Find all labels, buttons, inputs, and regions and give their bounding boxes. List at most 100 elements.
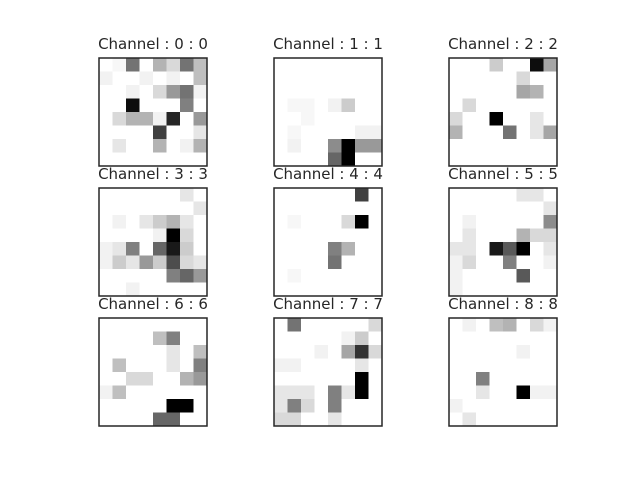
- heatmap-cell: [99, 139, 113, 153]
- heatmap-panel-3: Channel : 3 : 3: [98, 165, 208, 297]
- heatmap-cell: [301, 201, 315, 216]
- heatmap-cell: [543, 215, 558, 229]
- heatmap-cell: [301, 345, 315, 359]
- heatmap-cell: [530, 152, 544, 167]
- heatmap-cell: [139, 215, 154, 229]
- heatmap-cell: [449, 372, 463, 386]
- heatmap-cell: [462, 71, 477, 86]
- heatmap-cell: [543, 399, 558, 413]
- heatmap-cell: [476, 85, 490, 99]
- heatmap-cell: [314, 71, 329, 86]
- heatmap-cell: [139, 282, 154, 297]
- heatmap-cell: [368, 331, 383, 346]
- heatmap-cell: [489, 242, 504, 256]
- heatmap-cell: [462, 269, 477, 283]
- heatmap-cell: [166, 412, 181, 427]
- heatmap-cell: [139, 98, 154, 113]
- heatmap-cell: [301, 98, 315, 113]
- heatmap-cell: [476, 269, 490, 283]
- heatmap-cell: [99, 215, 113, 229]
- heatmap-cell: [314, 85, 329, 99]
- heatmap-cell: [99, 399, 113, 413]
- heatmap-cell: [153, 412, 167, 427]
- heatmap-cell: [341, 318, 356, 332]
- heatmap-cell: [449, 282, 463, 297]
- heatmap-cell: [153, 242, 167, 256]
- heatmap-cell: [112, 345, 127, 359]
- heatmap-cell: [287, 125, 302, 140]
- heatmap-cell: [153, 201, 167, 216]
- heatmap-cell: [99, 372, 113, 386]
- heatmap-cell: [314, 58, 329, 72]
- heatmap-cell: [503, 372, 517, 386]
- heatmap-cell: [462, 412, 477, 427]
- heatmap-cell: [314, 399, 329, 413]
- heatmap-cell: [355, 215, 369, 229]
- heatmap-cell: [476, 372, 490, 386]
- heatmap-cell: [530, 345, 544, 359]
- heatmap-cell: [476, 125, 490, 140]
- heatmap-cell: [166, 58, 181, 72]
- heatmap-cell: [139, 331, 154, 346]
- heatmap-cell: [530, 98, 544, 113]
- heatmap-cell: [476, 112, 490, 126]
- heatmap-cell: [287, 201, 302, 216]
- heatmap-cell: [503, 269, 517, 283]
- heatmap-cell: [530, 269, 544, 283]
- heatmap-cell: [274, 385, 288, 400]
- heatmap-cell: [368, 112, 383, 126]
- heatmap-cell: [543, 412, 558, 427]
- heatmap-cell: [99, 345, 113, 359]
- heatmap-panel-4: Channel : 4 : 4: [273, 165, 383, 297]
- heatmap-cell: [543, 282, 558, 297]
- heatmap-cell: [166, 228, 181, 243]
- heatmap-cell: [449, 399, 463, 413]
- heatmap-cell: [301, 58, 315, 72]
- heatmap-cell: [99, 385, 113, 400]
- heatmap-cell: [516, 125, 531, 140]
- heatmap-cell: [126, 71, 140, 86]
- heatmap-cell: [180, 255, 194, 270]
- heatmap-cell: [543, 372, 558, 386]
- heatmap-cell: [274, 399, 288, 413]
- heatmap-cell: [489, 215, 504, 229]
- heatmap-cell: [314, 98, 329, 113]
- heatmap-cell: [274, 112, 288, 126]
- heatmap-cell: [355, 58, 369, 72]
- heatmap-cell: [166, 188, 181, 202]
- heatmap-cell: [341, 58, 356, 72]
- heatmap-cell: [99, 125, 113, 140]
- heatmap-cell: [193, 242, 208, 256]
- heatmap-cell: [139, 125, 154, 140]
- heatmap-cell: [530, 201, 544, 216]
- heatmap-cell: [530, 358, 544, 373]
- heatmap-cell: [287, 215, 302, 229]
- heatmap-cell: [341, 188, 356, 202]
- heatmap-cell: [193, 112, 208, 126]
- heatmap-cell: [180, 228, 194, 243]
- heatmap-cell: [368, 318, 383, 332]
- panel-frame: [273, 57, 383, 167]
- heatmap-cell: [112, 358, 127, 373]
- heatmap-cell: [99, 112, 113, 126]
- heatmap-cell: [476, 71, 490, 86]
- heatmap-cell: [368, 125, 383, 140]
- heatmap-panel-1: Channel : 1 : 1: [273, 35, 383, 167]
- heatmap-cell: [368, 242, 383, 256]
- heatmap-cell: [476, 152, 490, 167]
- heatmap-cell: [368, 358, 383, 373]
- heatmap-cell: [274, 215, 288, 229]
- heatmap-cell: [139, 71, 154, 86]
- heatmap-cell: [449, 152, 463, 167]
- heatmap-cell: [503, 152, 517, 167]
- heatmap-cell: [489, 139, 504, 153]
- heatmap-cell: [503, 228, 517, 243]
- heatmap-cell: [476, 98, 490, 113]
- heatmap-cell: [449, 201, 463, 216]
- heatmap-cell: [126, 282, 140, 297]
- heatmap-cell: [462, 112, 477, 126]
- heatmap-cell: [126, 331, 140, 346]
- heatmap-cell: [489, 358, 504, 373]
- heatmap-cell: [301, 318, 315, 332]
- heatmap-cell: [153, 85, 167, 99]
